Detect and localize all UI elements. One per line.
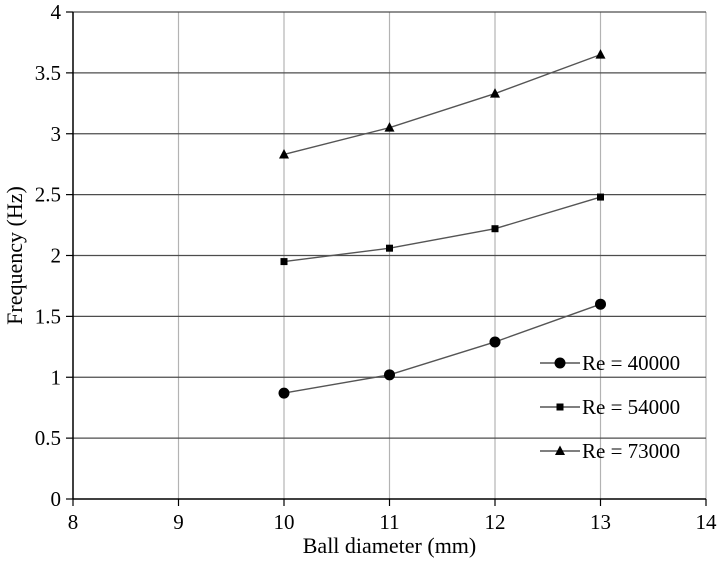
series-line: [283, 303, 601, 394]
x-tick-labels: 8 9 10 11 12 13 14: [68, 510, 717, 534]
legend-marker: [554, 357, 566, 369]
legend-marker: [556, 403, 564, 411]
legend-label: Re = 40000: [582, 351, 680, 375]
x-tick-label: 12: [485, 510, 506, 534]
legend-marker: [555, 445, 565, 455]
series-line: [283, 53, 601, 156]
data-point: [278, 387, 290, 399]
x-tick-label: 11: [379, 510, 399, 534]
y-tick-labels: 0 0.5 1 1.5 2 2.5 3 3.5 4: [35, 0, 62, 511]
series-line: [283, 196, 601, 263]
x-tick-label: 8: [68, 510, 79, 534]
x-tick-label: 14: [696, 510, 718, 534]
y-tick-label: 0: [51, 487, 62, 511]
x-axis-title: Ball diameter (mm): [303, 533, 477, 558]
y-tick-label: 4: [51, 0, 62, 24]
y-tick-label: 0.5: [35, 426, 61, 450]
legend-label: Re = 54000: [582, 395, 680, 419]
data-point: [595, 49, 606, 59]
y-tick-label: 3.5: [35, 61, 61, 85]
data-point: [490, 88, 500, 98]
axes: [66, 11, 707, 506]
x-tick-label: 13: [590, 510, 611, 534]
data-point: [384, 122, 395, 132]
grid: [73, 11, 707, 499]
data-point: [597, 193, 604, 201]
data-point: [386, 244, 393, 252]
x-tick-label: 9: [173, 510, 184, 534]
legend: Re = 40000 Re = 54000 Re = 73000: [540, 351, 680, 463]
y-tick-label: 2.5: [35, 183, 61, 207]
y-tick-label: 1.5: [35, 304, 61, 328]
y-axis-title: Frequency (Hz): [2, 186, 27, 325]
data-point: [279, 148, 289, 159]
data-point: [595, 298, 606, 310]
y-tick-label: 1: [51, 365, 62, 389]
legend-label: Re = 73000: [582, 439, 680, 463]
y-tick-label: 2: [51, 244, 62, 268]
y-tick-label: 3: [51, 122, 62, 146]
data-point: [280, 258, 288, 266]
x-tick-label: 10: [274, 510, 295, 534]
series: [278, 49, 606, 399]
data-point: [384, 369, 395, 381]
data-point: [491, 225, 499, 233]
data-point: [489, 336, 501, 348]
